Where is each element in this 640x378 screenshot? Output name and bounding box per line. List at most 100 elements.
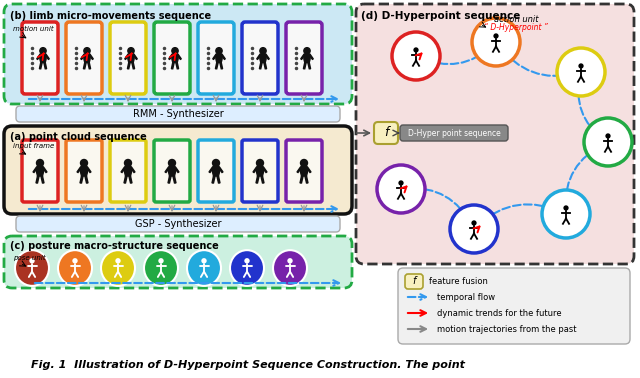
Circle shape — [301, 160, 307, 166]
Polygon shape — [128, 54, 134, 62]
Polygon shape — [261, 176, 264, 183]
Polygon shape — [129, 176, 132, 183]
Text: Fig. 1  Illustration of D-Hyperpoint Sequence Construction. The point: Fig. 1 Illustration of D-Hyperpoint Sequ… — [31, 360, 465, 370]
Polygon shape — [165, 167, 170, 172]
FancyBboxPatch shape — [66, 22, 102, 94]
Circle shape — [29, 258, 35, 263]
Polygon shape — [259, 62, 262, 69]
Circle shape — [72, 258, 77, 263]
FancyBboxPatch shape — [374, 122, 398, 144]
Polygon shape — [173, 176, 176, 183]
Circle shape — [216, 48, 222, 54]
Polygon shape — [172, 54, 178, 62]
Circle shape — [605, 133, 611, 139]
Polygon shape — [36, 176, 39, 183]
Polygon shape — [301, 54, 305, 59]
Text: dynamic trends for the future: dynamic trends for the future — [437, 308, 562, 318]
Polygon shape — [308, 62, 310, 69]
Polygon shape — [83, 62, 86, 69]
FancyBboxPatch shape — [16, 106, 340, 122]
Text: (b) limb micro-movements sequence: (b) limb micro-movements sequence — [10, 11, 211, 21]
Ellipse shape — [15, 250, 49, 286]
Circle shape — [584, 118, 632, 166]
Polygon shape — [124, 176, 127, 183]
Polygon shape — [264, 62, 267, 69]
Circle shape — [128, 48, 134, 54]
Ellipse shape — [101, 250, 135, 286]
Polygon shape — [168, 166, 175, 176]
Text: (a) point cloud sequence: (a) point cloud sequence — [10, 132, 147, 142]
FancyBboxPatch shape — [154, 140, 190, 202]
FancyBboxPatch shape — [22, 140, 58, 202]
Text: pose unit: pose unit — [13, 255, 45, 261]
Polygon shape — [305, 176, 308, 183]
Polygon shape — [125, 54, 129, 59]
Polygon shape — [217, 176, 220, 183]
Polygon shape — [33, 167, 38, 172]
FancyBboxPatch shape — [286, 140, 322, 202]
Polygon shape — [221, 54, 225, 59]
Polygon shape — [257, 166, 264, 176]
Ellipse shape — [144, 250, 178, 286]
Text: input frame: input frame — [13, 143, 54, 149]
Circle shape — [398, 180, 404, 186]
Polygon shape — [77, 167, 81, 172]
FancyBboxPatch shape — [16, 216, 340, 232]
Polygon shape — [127, 62, 130, 69]
Polygon shape — [176, 62, 179, 69]
Polygon shape — [168, 176, 171, 183]
Circle shape — [202, 258, 207, 263]
Polygon shape — [220, 62, 223, 69]
FancyBboxPatch shape — [356, 4, 634, 264]
Polygon shape — [309, 54, 314, 59]
Text: GSP - Synthesizer: GSP - Synthesizer — [135, 219, 221, 229]
Polygon shape — [125, 166, 131, 176]
Text: f: f — [412, 276, 416, 287]
Text: action unit: action unit — [494, 15, 538, 24]
Text: f: f — [384, 127, 388, 139]
Circle shape — [125, 160, 131, 166]
Polygon shape — [216, 54, 222, 62]
Polygon shape — [175, 167, 179, 172]
Text: feature fusion: feature fusion — [429, 277, 488, 286]
Text: D-Hyper point sequence: D-Hyper point sequence — [408, 129, 500, 138]
Polygon shape — [260, 54, 266, 62]
Circle shape — [115, 258, 121, 263]
Text: “ D-Hyperpoint ”: “ D-Hyperpoint ” — [484, 23, 548, 32]
Circle shape — [158, 258, 164, 263]
Polygon shape — [209, 167, 214, 172]
Polygon shape — [131, 167, 135, 172]
Polygon shape — [36, 54, 41, 59]
Circle shape — [304, 48, 310, 54]
Polygon shape — [257, 54, 260, 59]
Polygon shape — [133, 54, 138, 59]
Circle shape — [36, 160, 44, 166]
Ellipse shape — [187, 250, 221, 286]
Polygon shape — [307, 167, 311, 172]
Polygon shape — [172, 62, 174, 69]
Circle shape — [472, 18, 520, 66]
Polygon shape — [44, 62, 47, 69]
Circle shape — [40, 48, 46, 54]
FancyBboxPatch shape — [242, 22, 278, 94]
Circle shape — [287, 258, 292, 263]
Circle shape — [542, 190, 590, 238]
Circle shape — [392, 32, 440, 80]
Text: (d) D-Hyperpoint sequence: (d) D-Hyperpoint sequence — [361, 11, 520, 21]
Circle shape — [212, 160, 220, 166]
Polygon shape — [262, 167, 267, 172]
Ellipse shape — [273, 250, 307, 286]
Circle shape — [579, 64, 584, 68]
Polygon shape — [303, 62, 306, 69]
Polygon shape — [45, 54, 49, 59]
Circle shape — [168, 160, 175, 166]
Polygon shape — [81, 54, 84, 59]
Polygon shape — [212, 176, 215, 183]
FancyBboxPatch shape — [22, 22, 58, 94]
Text: temporal flow: temporal flow — [437, 293, 495, 302]
Circle shape — [493, 33, 499, 39]
FancyBboxPatch shape — [110, 22, 146, 94]
Polygon shape — [212, 166, 220, 176]
Text: motion unit: motion unit — [13, 26, 54, 32]
Polygon shape — [121, 167, 125, 172]
